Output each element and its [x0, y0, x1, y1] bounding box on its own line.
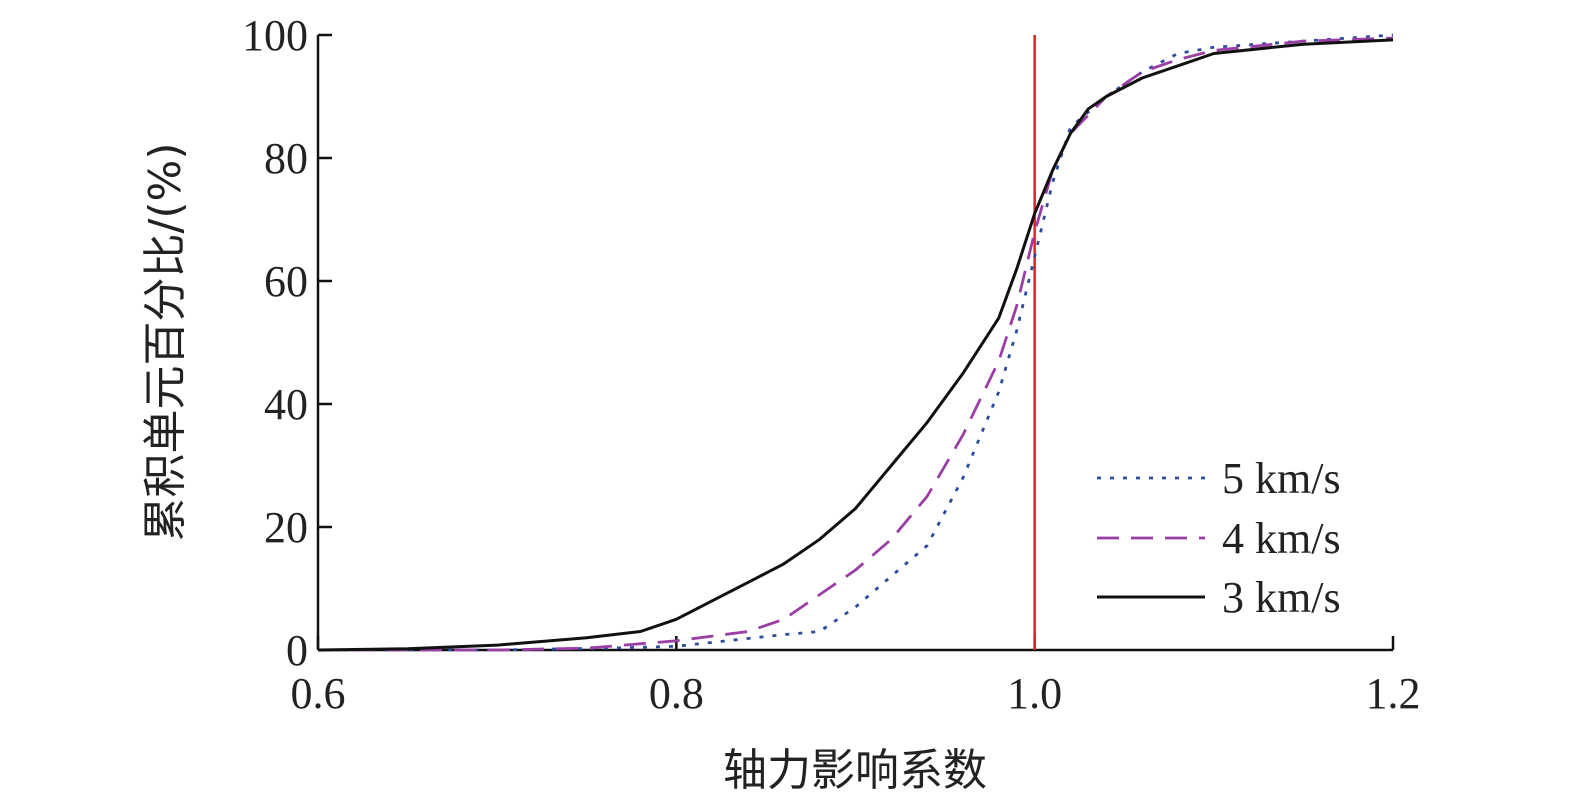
- y-tick-label: 80: [264, 134, 308, 183]
- x-axis-title: 轴力影响系数: [723, 745, 987, 796]
- legend-label-1: 5 km/s: [1222, 454, 1341, 503]
- y-tick-label: 40: [264, 380, 308, 429]
- y-axis-title: 累积单元百分比/(%): [140, 143, 191, 542]
- x-tick-label: 0.6: [291, 669, 346, 718]
- y-tick-label: 0: [286, 626, 308, 675]
- series-group: [317, 33, 1394, 652]
- x-ticks: 0.6 0.8 1.0 1.2: [291, 636, 1421, 718]
- y-tick-label: 20: [264, 503, 308, 552]
- x-tick-label: 1.2: [1366, 669, 1421, 718]
- series-line-3: [317, 38, 1394, 652]
- x-tick-label: 1.0: [1007, 669, 1062, 718]
- legend: 5 km/s 4 km/s 3 km/s: [1097, 454, 1341, 622]
- legend-label-2: 4 km/s: [1222, 514, 1341, 563]
- series-line-2: [318, 36, 1394, 652]
- x-tick-label: 0.8: [649, 669, 704, 718]
- y-ticks: 0 20 40 60 80 100: [242, 11, 332, 675]
- legend-label-3: 3 km/s: [1222, 573, 1341, 622]
- y-tick-label: 100: [242, 11, 308, 60]
- y-tick-label: 60: [264, 257, 308, 306]
